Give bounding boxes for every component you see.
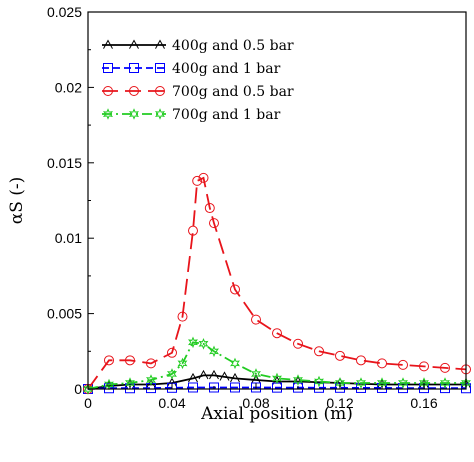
legend-label: 700g and 0.5 bar	[172, 84, 294, 100]
legend-marker	[155, 86, 165, 96]
series-4	[82, 336, 471, 395]
data-point	[419, 361, 429, 372]
data-point	[250, 368, 261, 380]
data-point	[313, 375, 324, 388]
legend-marker	[129, 63, 139, 73]
data-point	[377, 358, 387, 369]
data-point	[230, 382, 240, 393]
data-point	[335, 350, 345, 361]
y-tick-label: 0	[74, 381, 82, 397]
legend-marker	[103, 39, 113, 49]
y-tick-label: 0.015	[47, 155, 82, 171]
data-point	[187, 336, 198, 349]
legend-marker	[155, 63, 165, 73]
data-point	[177, 311, 188, 322]
data-point	[198, 172, 209, 183]
y-tick-label: 0.01	[55, 230, 82, 246]
y-axis-label: αS (-)	[7, 177, 27, 225]
data-point	[314, 382, 324, 393]
data-point	[209, 369, 219, 380]
legend-marker	[155, 39, 165, 49]
x-tick-label: 0.04	[158, 395, 185, 411]
y-tick-label: 0.025	[47, 4, 82, 20]
series-line	[87, 341, 466, 390]
legend-item: 400g and 1 bar	[102, 61, 281, 77]
data-point	[440, 362, 450, 373]
legend-item: 700g and 1 bar	[102, 107, 281, 123]
data-point	[104, 355, 114, 366]
series-line	[87, 374, 466, 390]
data-point	[177, 357, 188, 370]
data-point	[272, 328, 282, 339]
data-point	[204, 203, 215, 214]
x-axis-label: Axial position (m)	[200, 404, 353, 424]
data-point	[198, 338, 209, 350]
legend-marker	[128, 108, 139, 120]
data-point	[398, 359, 408, 370]
data-point	[188, 372, 198, 383]
legend-label: 700g and 1 bar	[172, 107, 281, 123]
data-point	[251, 382, 261, 393]
y-axis-title: αS (-)	[7, 177, 27, 225]
data-point	[82, 383, 93, 395]
data-point	[125, 355, 135, 366]
legend-item: 700g and 0.5 bar	[102, 84, 294, 100]
series-3	[83, 172, 471, 394]
legend: 400g and 0.5 bar 400g and 1 bar 700g and 0…	[102, 38, 294, 123]
legend-item: 400g and 0.5 bar	[102, 38, 294, 54]
x-tick-label: 0.16	[410, 395, 437, 411]
data-point	[209, 382, 219, 393]
x-axis-title: Axial position (m)	[200, 404, 353, 424]
data-point	[229, 357, 240, 370]
series-line	[87, 176, 467, 390]
data-point	[167, 347, 177, 358]
data-point	[209, 218, 219, 229]
x-tick-label: 0.12	[326, 395, 353, 411]
data-point	[292, 374, 303, 386]
data-point	[146, 358, 156, 369]
legend-marker	[129, 39, 139, 49]
data-point	[198, 369, 209, 380]
y-tick-label: 0.005	[47, 306, 82, 322]
legend-marker	[102, 108, 113, 120]
data-point	[188, 382, 198, 393]
data-point	[219, 371, 230, 381]
data-point	[208, 345, 219, 358]
y-tick-label: 0.02	[55, 79, 82, 95]
legend-label: 400g and 1 bar	[172, 61, 281, 77]
data-point	[188, 225, 198, 236]
series-line	[87, 386, 467, 390]
data-point	[272, 375, 282, 386]
x-tick-label: 0	[84, 395, 92, 411]
data-point	[271, 372, 282, 385]
legend-label: 400g and 0.5 bar	[172, 38, 294, 54]
data-point	[293, 382, 303, 393]
data-point	[251, 314, 261, 325]
plot-area	[82, 172, 471, 395]
data-point	[230, 372, 240, 383]
y-axis: 0 0.005 0.01 0.015 0.02 0.025	[47, 4, 94, 397]
legend-marker	[129, 86, 139, 96]
legend-marker	[103, 86, 113, 96]
data-point	[439, 377, 450, 389]
x-axis: 0 0.04 0.08 0.12 0.16	[84, 383, 438, 411]
legend-marker	[103, 63, 113, 73]
data-point	[356, 355, 366, 366]
data-point	[397, 377, 408, 389]
data-point	[314, 346, 324, 357]
data-point	[166, 368, 177, 380]
data-point	[293, 338, 303, 349]
data-point	[355, 377, 366, 389]
data-point	[251, 374, 261, 384]
legend-marker	[154, 108, 165, 120]
data-point	[192, 175, 203, 186]
data-point	[230, 284, 240, 295]
x-tick-label: 0.08	[242, 395, 269, 411]
data-point	[145, 374, 156, 386]
